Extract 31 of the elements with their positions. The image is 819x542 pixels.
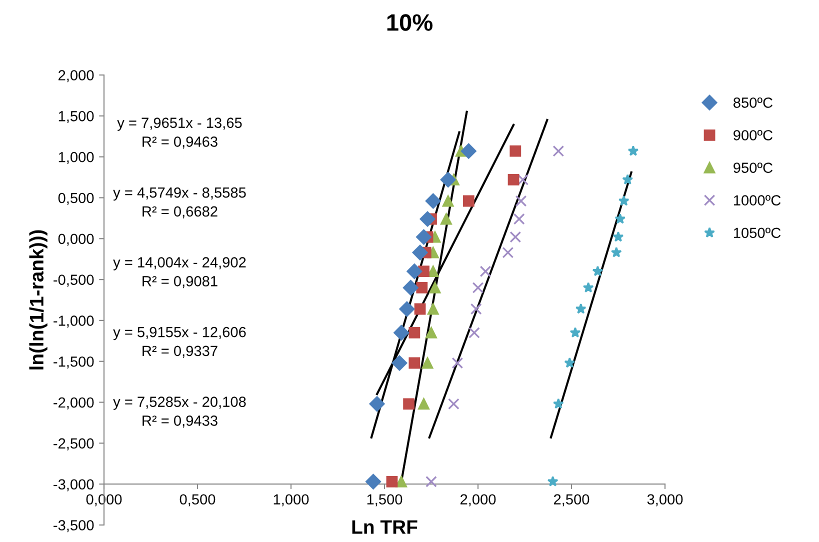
legend-label: 1050ºC <box>734 228 781 238</box>
annotation: y = 7,5285x - 20,108 R² = 0,9433 <box>113 396 246 428</box>
y-axis-title: ln(ln(1/1-rank))) <box>29 230 48 370</box>
legend-label: 1000ºC <box>734 195 781 206</box>
annotation: y = 5,9155x - 12,606 R² = 0,9337 <box>113 326 246 358</box>
y-tick-label: 1,500 <box>58 111 94 124</box>
x-tick-label: 2,500 <box>554 494 590 506</box>
x-tick-label: 3,000 <box>647 494 683 506</box>
x-axis-title: Ln TRF <box>352 520 418 534</box>
x-tick-label: 2,000 <box>460 494 496 506</box>
y-tick-label: -2,000 <box>54 397 94 410</box>
annotation: y = 14,004x - 24,902 R² = 0,9081 <box>113 257 246 288</box>
x-tick-label: 1,500 <box>367 494 402 506</box>
legend-label: 900ºC <box>734 130 773 140</box>
y-tick-label: 0,000 <box>58 234 94 246</box>
y-tick-label: 1,000 <box>58 152 94 164</box>
y-tick-label: 0,500 <box>58 192 94 205</box>
y-tick-label: -0,500 <box>54 274 94 287</box>
chart-title: 10% <box>387 14 433 31</box>
legend-label: 950ºC <box>734 162 773 173</box>
y-tick-label: -3,500 <box>54 520 94 532</box>
annotation: y = 4,5749x - 8,5585 R² = 0,6682 <box>113 187 246 218</box>
x-tick-label: 1,000 <box>274 494 309 506</box>
y-tick-label: -2,500 <box>54 438 94 450</box>
legend-label: 850ºC <box>734 97 773 108</box>
y-tick-label: -1,500 <box>54 356 94 369</box>
y-tick-label: -3,000 <box>54 479 94 492</box>
annotation: y = 7,9651x - 13,65 R² = 0,9463 <box>117 118 242 149</box>
y-tick-label: 2,000 <box>58 70 94 82</box>
y-tick-label: -1,000 <box>54 316 94 328</box>
x-tick-label: 0,500 <box>180 494 216 506</box>
